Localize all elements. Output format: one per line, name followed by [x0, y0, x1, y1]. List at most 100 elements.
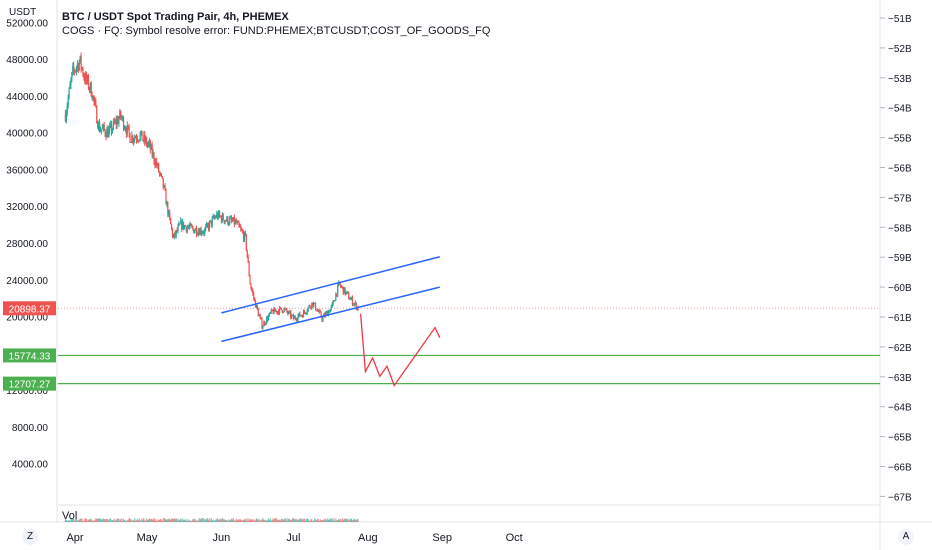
candle-body — [201, 233, 203, 235]
volume-bar — [336, 519, 338, 522]
volume-bar — [102, 518, 104, 522]
candle-body — [342, 286, 344, 294]
candle-body — [141, 130, 143, 141]
volume-bar — [339, 518, 342, 522]
candle-body — [272, 310, 274, 314]
volume-bar — [154, 518, 156, 522]
candle-body — [130, 142, 132, 144]
candle-body — [71, 72, 73, 80]
volume-bar — [134, 518, 136, 522]
candle-body — [274, 308, 276, 312]
volume-bar — [128, 518, 130, 522]
volume-bar — [89, 518, 91, 522]
volume-bar — [354, 519, 356, 522]
candle-body — [251, 288, 253, 291]
candle-body — [69, 84, 71, 89]
candle-body — [175, 230, 177, 236]
candle-body — [85, 74, 87, 82]
candle-body — [114, 120, 116, 124]
volume-bar — [337, 520, 339, 522]
right-axis-tick: −54B — [888, 104, 912, 115]
volume-bar — [271, 520, 273, 522]
volume-bar — [190, 520, 192, 522]
volume-bar — [144, 520, 146, 522]
candle-body — [353, 303, 355, 305]
candle-body — [65, 112, 67, 121]
candle-body — [200, 228, 202, 234]
candle-body — [148, 141, 150, 144]
volume-bar — [355, 520, 357, 522]
volume-bar — [166, 519, 168, 522]
candle-body — [302, 311, 305, 318]
candle-body — [268, 312, 270, 316]
volume-bar — [158, 519, 161, 522]
candle-body — [124, 128, 126, 131]
candle-body — [147, 143, 150, 145]
candle-body — [249, 275, 251, 284]
volume-bar — [279, 520, 282, 522]
volume-bar — [122, 520, 124, 522]
candle-body — [230, 217, 232, 219]
candle-body — [254, 298, 256, 301]
candle-body — [241, 228, 243, 231]
volume-bar — [146, 518, 148, 522]
auto-scale-toggle[interactable]: A — [898, 529, 914, 545]
candle-body — [296, 319, 298, 321]
candle-body — [240, 227, 242, 229]
candle-body — [74, 70, 77, 72]
time-axis-tick: Apr — [66, 532, 83, 544]
candle-body — [346, 291, 348, 293]
volume-bar — [295, 518, 297, 522]
volume-bar — [341, 518, 343, 522]
volume-bar — [278, 519, 281, 522]
candle-body — [98, 122, 100, 129]
volume-bar — [72, 519, 74, 522]
candle-body — [158, 164, 160, 173]
volume-bar — [249, 519, 251, 522]
volume-bar — [210, 518, 212, 522]
candle-body — [150, 145, 152, 150]
volume-bar — [124, 520, 126, 522]
candle-body — [194, 228, 197, 231]
candle-body — [120, 111, 122, 118]
candle-body — [278, 307, 281, 314]
candle-body — [115, 120, 117, 125]
volume-bar — [179, 519, 181, 522]
volume-bar — [225, 519, 227, 522]
candle-body — [270, 309, 272, 313]
candle-body — [332, 300, 334, 304]
candle-body — [182, 221, 185, 229]
candle-body — [77, 63, 79, 71]
left-axis-tick: 36000.00 — [6, 165, 48, 176]
candle-body — [354, 302, 356, 304]
left-axis-tick: 24000.00 — [6, 276, 48, 287]
candle-body — [300, 315, 302, 317]
candle-body — [80, 55, 82, 68]
candle-body — [172, 236, 174, 238]
volume-bar — [226, 520, 228, 522]
candle-body — [89, 82, 91, 90]
candle-body — [109, 126, 111, 130]
candle-body — [187, 227, 189, 229]
volume-bar — [148, 518, 150, 522]
candle-body — [217, 213, 219, 219]
candle-body — [256, 305, 258, 310]
right-axis-tick: −64B — [888, 403, 912, 414]
volume-bar — [326, 520, 328, 522]
volume-bar — [222, 519, 224, 522]
log-scale-toggle[interactable]: Z — [22, 529, 38, 545]
volume-bar — [140, 520, 142, 522]
volume-bar — [241, 520, 243, 522]
volume-bar — [274, 518, 276, 522]
volume-bar — [235, 518, 237, 522]
candle-body — [341, 286, 343, 288]
volume-bar — [270, 520, 272, 522]
volume-bar — [137, 520, 139, 522]
volume-bar — [125, 520, 127, 522]
volume-bar — [300, 518, 302, 522]
volume-bar — [206, 518, 209, 522]
candle-body — [97, 123, 99, 129]
volume-bar — [353, 518, 355, 522]
volume-bar — [276, 518, 278, 522]
